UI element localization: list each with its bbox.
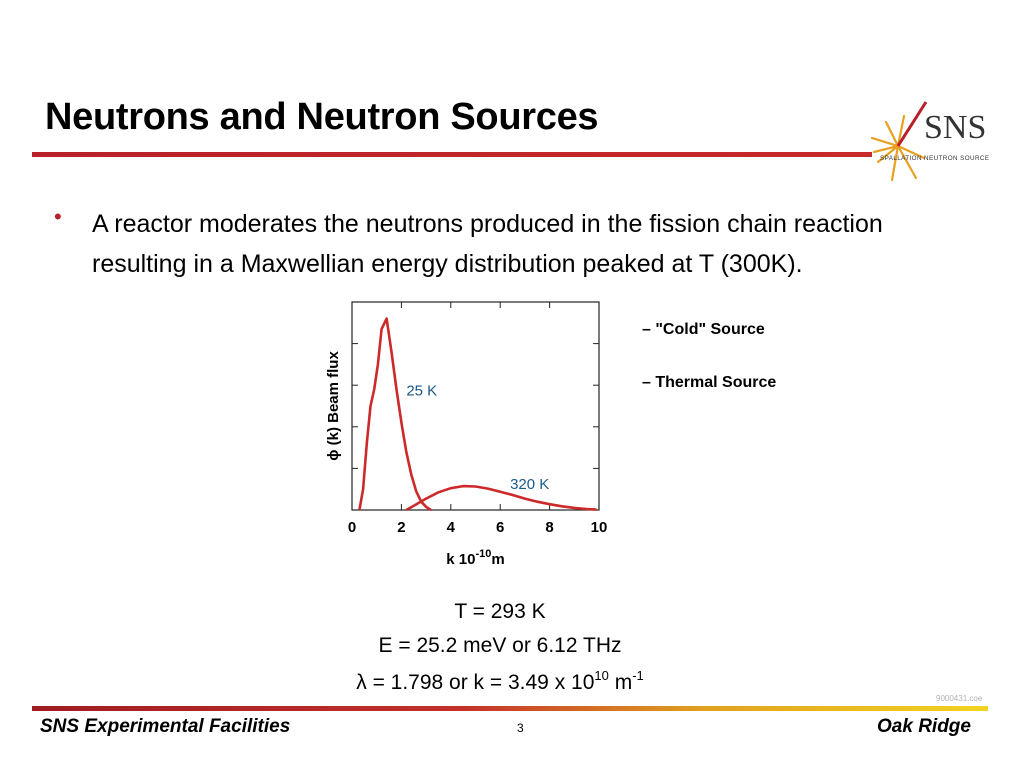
label-thermal-source: – Thermal Source [642, 374, 777, 391]
bullet-marker: • [54, 204, 62, 229]
footer-right-text: Oak Ridge [877, 716, 971, 737]
formula-exponent-1: 10 [594, 668, 609, 683]
formula-energy: E = 25.2 meV or 6.12 THz [378, 634, 622, 657]
formula-wavelength-main: λ = 1.798 or k = 3.49 x 10 [356, 671, 595, 694]
plot-frame [351, 301, 600, 511]
bullet-text: A reactor moderates the neutrons produce… [92, 210, 883, 278]
sns-logo: SNS SPALLATION NEUTRON SOURCE [870, 101, 989, 182]
x-tick-label: 10 [591, 519, 608, 536]
x-tick-label: 2 [397, 519, 405, 536]
sns-logo-text: SNS [924, 109, 986, 146]
x-axis-label: k 10-10m [446, 548, 504, 568]
formula-wavelength-unit: m [608, 671, 633, 694]
sns-starburst-logo-icon [870, 114, 926, 182]
x-tick-label: 0 [348, 519, 356, 536]
slide-title: Neutrons and Neutron Sources [45, 96, 599, 138]
x-tick-label: 4 [447, 519, 456, 536]
beam-flux-chart: 0 2 4 6 8 10 k 10-10m ϕ (k) Beam flux 25 K 320 K [325, 301, 608, 568]
footer-left-text: SNS Experimental Facilities [40, 716, 291, 737]
series-label-0: 25 K [406, 383, 437, 400]
series-line-0 [358, 317, 432, 512]
formula-wavelength: λ = 1.798 or k = 3.49 x 1010 m-1 [290, 668, 710, 695]
footer-divider [32, 706, 988, 711]
sns-logo-subtitle: SPALLATION NEUTRON SOURCE [880, 155, 989, 162]
corner-code: 9000431.coe [936, 694, 983, 703]
series-label-1: 320 K [510, 476, 549, 493]
page-number: 3 [517, 721, 524, 735]
label-cold-source: – "Cold" Source [642, 321, 765, 338]
x-tick-label: 6 [496, 519, 504, 536]
x-tick-label: 8 [545, 519, 553, 536]
formula-temperature: T = 293 K [454, 600, 546, 623]
y-axis-label: ϕ (k) Beam flux [325, 351, 342, 461]
series-line-1 [405, 484, 597, 512]
title-divider [32, 152, 872, 157]
formula-exponent-2: -1 [632, 668, 644, 683]
